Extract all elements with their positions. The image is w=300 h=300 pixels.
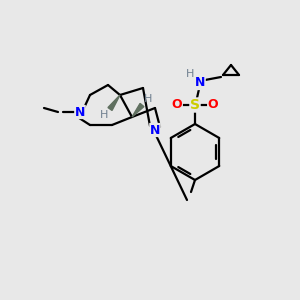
Text: N: N [195, 76, 205, 89]
Text: N: N [150, 124, 160, 136]
Text: N: N [75, 106, 85, 118]
Polygon shape [132, 103, 144, 117]
Text: H: H [186, 69, 194, 79]
Text: S: S [190, 98, 200, 112]
Text: O: O [208, 98, 218, 112]
Text: H: H [144, 94, 152, 104]
Polygon shape [108, 95, 120, 110]
Text: O: O [172, 98, 182, 112]
Text: H: H [100, 110, 108, 120]
